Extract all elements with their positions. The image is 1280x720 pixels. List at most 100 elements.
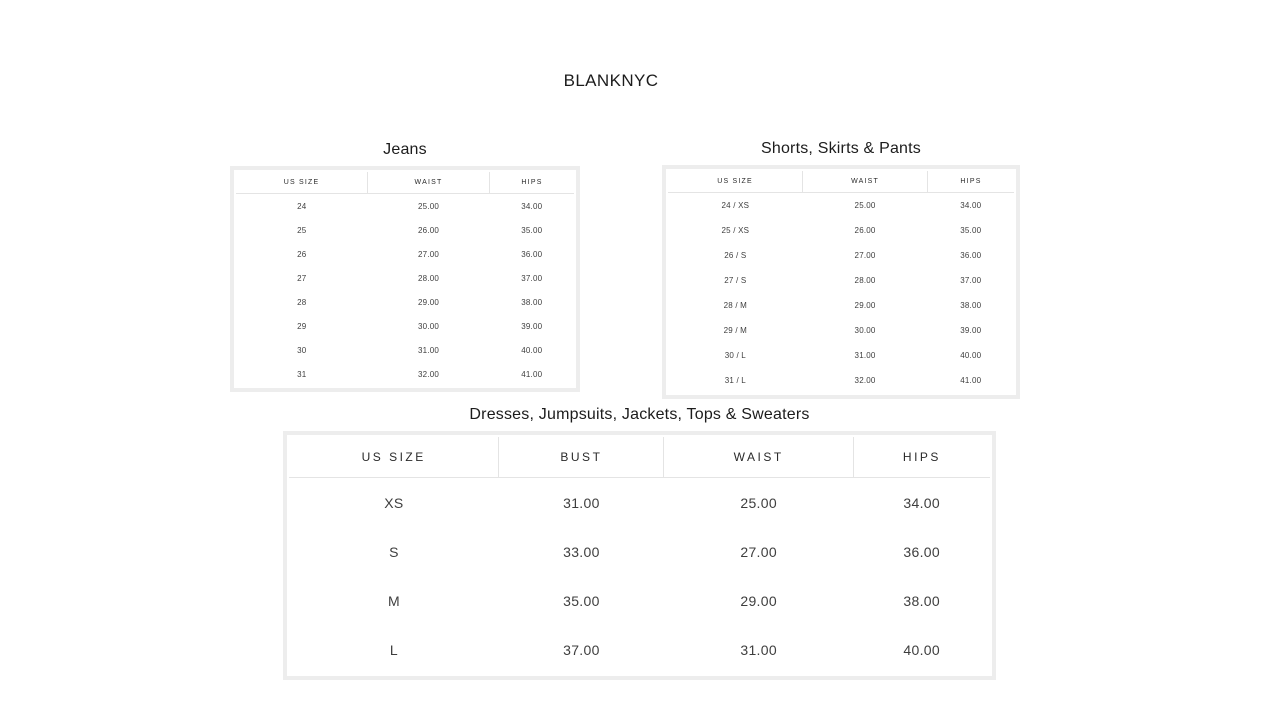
table-cell: 29.00 <box>740 592 777 609</box>
table-cell: 30.00 <box>417 321 440 331</box>
table-cell: 25.00 <box>740 494 777 511</box>
table-cell: 28.00 <box>854 276 876 285</box>
table-row: 31 32.00 41.00 <box>236 362 574 386</box>
table-cell: 36.00 <box>521 249 543 259</box>
column-header: WAIST <box>663 437 854 478</box>
table-header-row: US SIZE WAIST HIPS <box>236 172 574 194</box>
column-header: BUST <box>498 437 665 478</box>
column-header: US SIZE <box>668 171 804 193</box>
table-cell: 31.00 <box>563 494 600 511</box>
table-cell: 40.00 <box>903 641 940 658</box>
table-cell: 31.00 <box>854 351 876 360</box>
table-row: 27 28.00 37.00 <box>236 266 574 290</box>
jeans-size-table: US SIZE WAIST HIPS 24 25.00 34.00 25 26.00 35.00… <box>236 172 574 386</box>
shorts-skirts-pants-section: Shorts, Skirts & Pants US SIZE WAIST HIPS 2… <box>662 140 1020 399</box>
table-row: 24 / XS 25.00 34.00 <box>668 193 1014 219</box>
table-cell: 30 <box>297 345 307 355</box>
jeans-section: Jeans US SIZE WAIST HIPS 24 25.00 34.00 25 26.0… <box>230 141 580 392</box>
table-cell: 32.00 <box>854 376 876 385</box>
table-cell: 37.00 <box>521 273 543 283</box>
table-row: 31 / L 32.00 41.00 <box>668 368 1014 393</box>
shorts-skirts-pants-table-title: Shorts, Skirts & Pants <box>760 140 921 157</box>
column-header: HIPS <box>853 437 990 478</box>
table-cell: 34.00 <box>903 494 940 511</box>
table-row: 26 27.00 36.00 <box>236 242 574 266</box>
table-cell: M <box>387 592 400 609</box>
table-cell: S <box>389 543 399 560</box>
brand-title: BLANKNYC <box>563 71 659 90</box>
table-cell: 38.00 <box>903 592 940 609</box>
table-cell: 38.00 <box>521 297 543 307</box>
table-cell: 29.00 <box>854 301 876 310</box>
table-cell: 34.00 <box>521 201 543 211</box>
column-header: US SIZE <box>289 437 500 478</box>
table-cell: 27.00 <box>417 249 440 259</box>
table-cell: 28 <box>297 297 307 307</box>
table-header-row: US SIZE BUST WAIST HIPS <box>289 437 990 478</box>
table-cell: 27.00 <box>740 543 777 560</box>
table-cell: 25.00 <box>854 201 876 210</box>
table-cell: 28.00 <box>417 273 440 283</box>
table-cell: 25 / XS <box>721 226 750 235</box>
column-header: HIPS <box>489 172 574 194</box>
table-cell: L <box>389 641 398 658</box>
table-row: 26 / S 27.00 36.00 <box>668 243 1014 268</box>
table-cell: 35.00 <box>960 226 982 235</box>
shorts-skirts-pants-size-table: US SIZE WAIST HIPS 24 / XS 25.00 34.00 25 / XS… <box>668 171 1014 393</box>
dresses-table-title: Dresses, Jumpsuits, Jackets, Tops & Swea… <box>469 406 810 423</box>
table-cell: 40.00 <box>521 345 543 355</box>
table-cell: 36.00 <box>960 251 982 260</box>
table-cell: 31.00 <box>417 345 440 355</box>
table-cell: 26 <box>297 249 307 259</box>
table-header-row: US SIZE WAIST HIPS <box>668 171 1014 193</box>
table-cell: 27 / S <box>724 276 747 285</box>
table-cell: 41.00 <box>521 369 543 379</box>
jeans-table-title: Jeans <box>383 141 427 158</box>
dresses-table-frame: US SIZE BUST WAIST HIPS XS 31.00 25.00 34.00 S 33… <box>283 431 996 680</box>
table-cell: 26.00 <box>417 225 440 235</box>
table-cell: 27 <box>297 273 307 283</box>
table-row: 28 / M 29.00 38.00 <box>668 293 1014 318</box>
table-cell: 40.00 <box>960 351 982 360</box>
table-cell: 35.00 <box>521 225 543 235</box>
table-cell: 35.00 <box>563 592 600 609</box>
table-cell: 38.00 <box>960 301 982 310</box>
table-cell: 24 <box>297 201 307 211</box>
table-cell: 28 / M <box>723 301 748 310</box>
table-cell: 31 <box>297 369 307 379</box>
table-cell: 25.00 <box>417 201 440 211</box>
table-cell: 29 <box>297 321 307 331</box>
table-cell: 32.00 <box>417 369 440 379</box>
column-header: WAIST <box>802 171 928 193</box>
table-row: 30 / L 31.00 40.00 <box>668 343 1014 368</box>
column-header: WAIST <box>367 172 490 194</box>
table-cell: 29 / M <box>723 326 748 335</box>
table-row: 25 26.00 35.00 <box>236 218 574 242</box>
table-row: 27 / S 28.00 37.00 <box>668 268 1014 293</box>
table-cell: 37.00 <box>563 641 600 658</box>
table-cell: 39.00 <box>521 321 543 331</box>
table-row: 29 / M 30.00 39.00 <box>668 318 1014 343</box>
table-cell: XS <box>384 494 404 511</box>
table-cell: 25 <box>297 225 307 235</box>
table-cell: 34.00 <box>960 201 982 210</box>
table-cell: 37.00 <box>960 276 982 285</box>
table-row: M 35.00 29.00 38.00 <box>289 576 990 625</box>
table-cell: 24 / XS <box>721 201 750 210</box>
table-cell: 41.00 <box>960 376 982 385</box>
table-row: S 33.00 27.00 36.00 <box>289 527 990 576</box>
dresses-size-table: US SIZE BUST WAIST HIPS XS 31.00 25.00 34.00 S 33… <box>289 437 990 674</box>
table-cell: 30 / L <box>724 351 746 360</box>
table-cell: 26 / S <box>724 251 747 260</box>
jeans-table-frame: US SIZE WAIST HIPS 24 25.00 34.00 25 26.00 35.00… <box>230 166 580 392</box>
table-row: 30 31.00 40.00 <box>236 338 574 362</box>
table-cell: 33.00 <box>563 543 600 560</box>
column-header: US SIZE <box>236 172 369 194</box>
table-cell: 26.00 <box>854 226 876 235</box>
column-header: HIPS <box>927 171 1014 193</box>
table-row: 25 / XS 26.00 35.00 <box>668 218 1014 243</box>
table-cell: 30.00 <box>854 326 876 335</box>
table-row: L 37.00 31.00 40.00 <box>289 625 990 674</box>
table-row: XS 31.00 25.00 34.00 <box>289 478 990 528</box>
table-cell: 39.00 <box>960 326 982 335</box>
